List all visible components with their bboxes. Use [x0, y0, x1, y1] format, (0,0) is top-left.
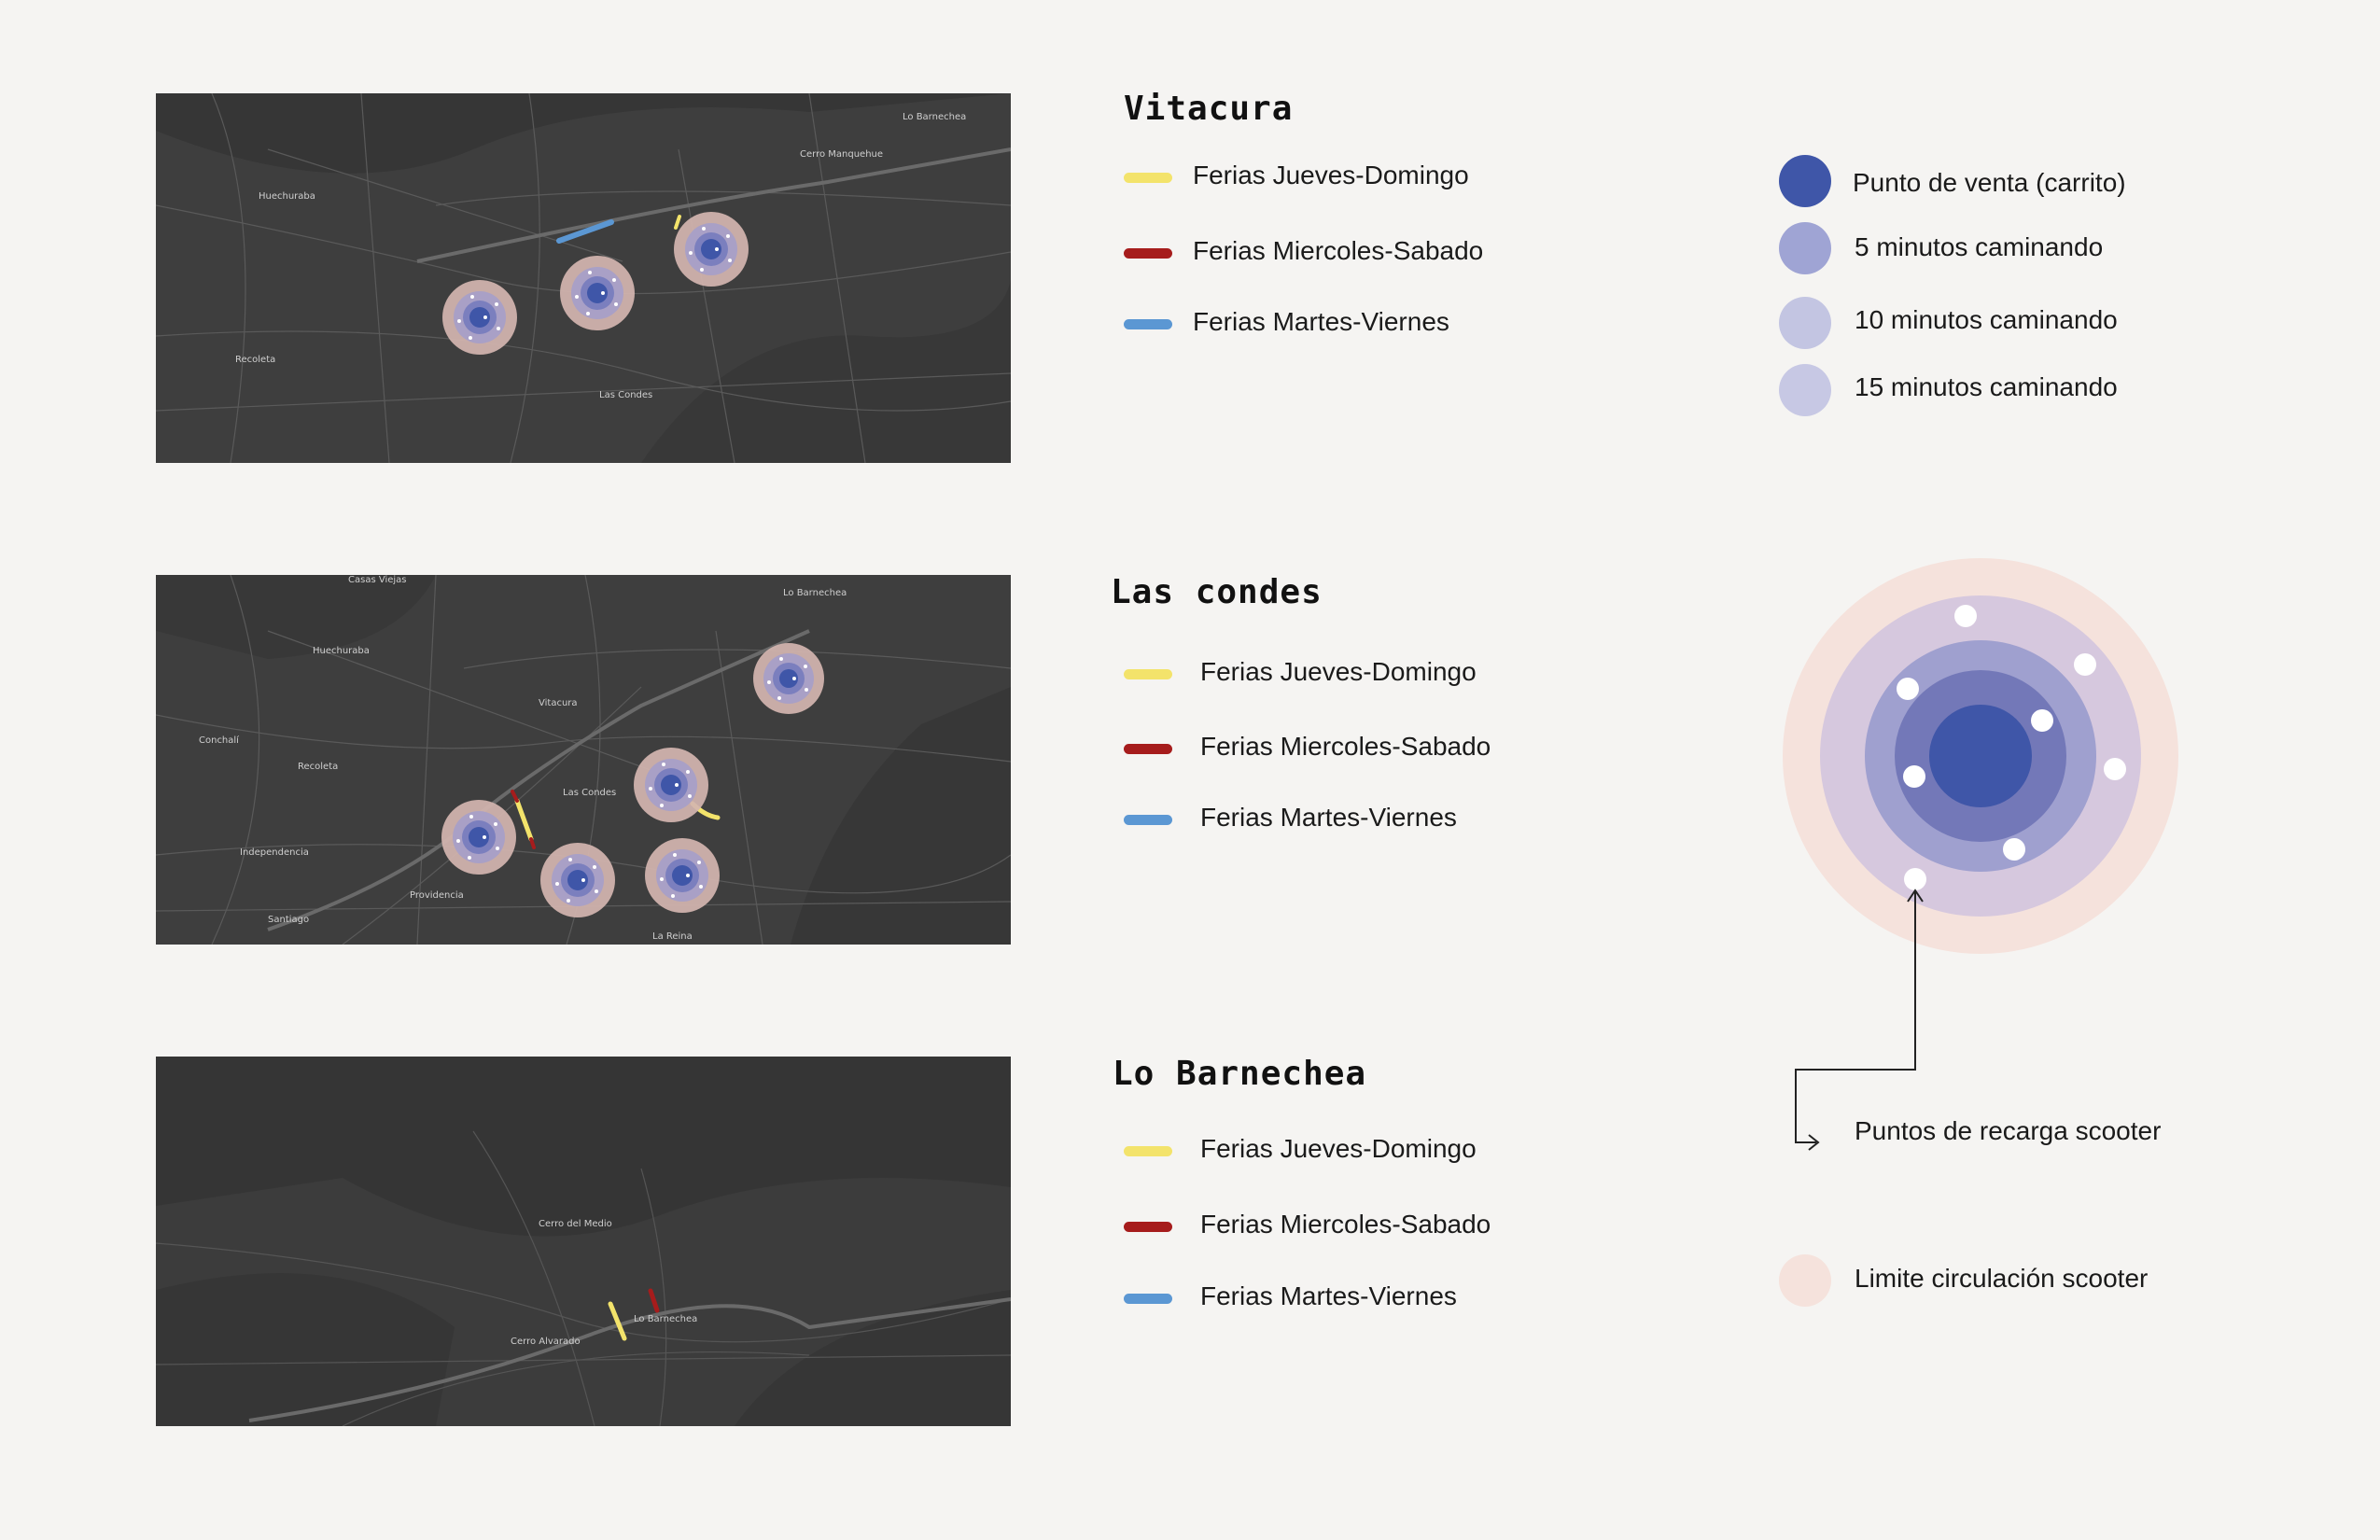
diez-min-dot	[1779, 297, 1831, 349]
map-label: Huechuraba	[313, 646, 370, 656]
punto-venta-dot	[1779, 155, 1831, 207]
legend-line-red	[1124, 744, 1172, 754]
recarga-arrow	[1795, 889, 1924, 1151]
legend-line-blue	[1124, 1294, 1172, 1304]
map-lo-barnechea: Lo Barnechea Cerro del Medio Cerro Alvar…	[156, 1057, 1011, 1426]
legend-label: Ferias Jueves-Domingo	[1200, 657, 1477, 686]
punto-venta-marker[interactable]	[634, 748, 708, 822]
legend-line-yellow	[1124, 173, 1172, 183]
map-label: Vitacura	[539, 698, 578, 708]
map-las-condes-svg	[156, 575, 1011, 945]
key-label-15-min: 15 minutos caminando	[1855, 372, 2118, 401]
map-label: Santiago	[268, 915, 310, 925]
map-label: Las Condes	[599, 390, 653, 400]
map-vitacura: Huechuraba Recoleta Las Condes Lo Barnec…	[156, 93, 1011, 463]
punto-venta-marker[interactable]	[540, 843, 615, 917]
feria-martes-viernes-line	[556, 219, 614, 244]
legend-line-blue	[1124, 815, 1172, 825]
key-label-10-min: 10 minutos caminando	[1855, 305, 2118, 334]
map-label: Recoleta	[235, 355, 276, 365]
feria-miercoles-sabado-line	[511, 790, 519, 803]
map-label: Recoleta	[298, 762, 339, 772]
legend-line-red	[1124, 1222, 1172, 1232]
punto-venta-core	[1929, 705, 2032, 807]
map-label: Cerro Manquehue	[800, 149, 884, 160]
legend-label: Ferias Martes-Viernes	[1200, 803, 1457, 832]
recarga-points	[1897, 605, 2126, 890]
punto-venta-marker[interactable]	[441, 800, 516, 875]
feria-jueves-domingo-line	[674, 215, 681, 230]
map-label: Huechuraba	[259, 191, 315, 202]
legend-label: Ferias Jueves-Domingo	[1200, 1134, 1477, 1163]
map-label: Providencia	[410, 890, 464, 901]
section-title-las-condes: Las condes	[1111, 573, 1323, 611]
feria-miercoles-sabado-line	[648, 1288, 660, 1313]
cinco-min-dot	[1779, 222, 1831, 274]
punto-venta-marker[interactable]	[674, 212, 749, 287]
key-label-punto-venta: Punto de venta (carrito)	[1853, 168, 2126, 197]
legend-label: Ferias Miercoles-Sabado	[1200, 1210, 1491, 1239]
map-vitacura-svg	[156, 93, 1011, 463]
section-title-vitacura: Vitacura	[1124, 90, 1294, 128]
key-label-limite: Limite circulación scooter	[1855, 1264, 2149, 1293]
map-label: Cerro Alvarado	[511, 1337, 581, 1347]
map-label: Lo Barnechea	[634, 1314, 698, 1324]
key-label-5-min: 5 minutos caminando	[1855, 232, 2104, 261]
legend-line-yellow	[1124, 1146, 1172, 1156]
key-label-recarga: Puntos de recarga scooter	[1855, 1116, 2162, 1145]
map-label: Casas Viejas	[348, 575, 407, 585]
legend-line-blue	[1124, 319, 1172, 329]
limite-dot	[1779, 1254, 1831, 1307]
legend-label: Ferias Miercoles-Sabado	[1193, 236, 1484, 265]
punto-venta-marker[interactable]	[442, 280, 517, 355]
map-label: Lo Barnechea	[783, 588, 847, 598]
map-label: Lo Barnechea	[903, 112, 967, 122]
legend-line-red	[1124, 248, 1172, 259]
section-title-lo-barnechea: Lo Barnechea	[1113, 1055, 1367, 1093]
feria-jueves-domingo-line	[514, 798, 534, 842]
feria-lines-vitacura	[556, 215, 681, 244]
quince-min-dot	[1779, 364, 1831, 416]
walking-radius-diagram	[1783, 558, 2178, 1151]
legend-label: Ferias Martes-Viernes	[1200, 1281, 1457, 1310]
legend-line-yellow	[1124, 669, 1172, 679]
legend-label: Ferias Jueves-Domingo	[1193, 161, 1469, 189]
map-label: La Reina	[652, 931, 693, 942]
map-label: Las Condes	[563, 788, 617, 798]
map-label: Independencia	[240, 847, 309, 858]
legend-label: Ferias Martes-Viernes	[1193, 307, 1449, 336]
map-label: Conchalí	[199, 735, 239, 746]
feria-jueves-domingo-line	[608, 1301, 627, 1341]
feria-miercoles-sabado-line	[529, 837, 536, 849]
map-lo-barnechea-svg	[156, 1057, 1011, 1426]
legend-label: Ferias Miercoles-Sabado	[1200, 732, 1491, 761]
punto-venta-marker[interactable]	[645, 838, 720, 913]
map-label: Cerro del Medio	[539, 1219, 612, 1229]
punto-venta-marker[interactable]	[560, 256, 635, 330]
map-las-condes: Casas Viejas Huechuraba Vitacura Conchal…	[156, 575, 1011, 945]
punto-venta-marker[interactable]	[753, 643, 824, 714]
